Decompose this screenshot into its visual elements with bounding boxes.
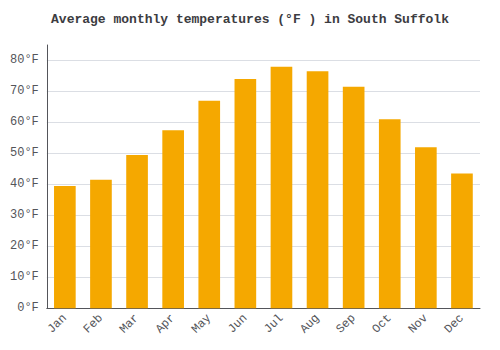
svg-text:80°F: 80°F: [10, 53, 39, 67]
svg-text:Mar: Mar: [117, 311, 142, 336]
svg-text:50°F: 50°F: [10, 146, 39, 160]
svg-text:60°F: 60°F: [10, 115, 39, 129]
svg-text:40°F: 40°F: [10, 177, 39, 191]
svg-text:Jul: Jul: [261, 311, 286, 336]
svg-text:30°F: 30°F: [10, 208, 39, 222]
svg-text:May: May: [189, 311, 214, 336]
svg-text:Average monthly temperatures (: Average monthly temperatures (°F ) in So…: [51, 12, 449, 27]
svg-text:Jan: Jan: [45, 311, 70, 336]
svg-text:20°F: 20°F: [10, 239, 39, 253]
svg-text:Sep: Sep: [333, 311, 358, 336]
svg-text:Oct: Oct: [370, 311, 395, 336]
svg-text:Aug: Aug: [297, 311, 322, 336]
svg-text:0°F: 0°F: [17, 301, 39, 315]
svg-text:10°F: 10°F: [10, 270, 39, 284]
svg-text:Dec: Dec: [442, 311, 467, 336]
svg-text:Apr: Apr: [153, 311, 178, 336]
svg-text:Feb: Feb: [81, 311, 106, 336]
svg-text:Nov: Nov: [406, 311, 431, 336]
svg-text:Jun: Jun: [225, 311, 250, 336]
svg-text:70°F: 70°F: [10, 84, 39, 98]
